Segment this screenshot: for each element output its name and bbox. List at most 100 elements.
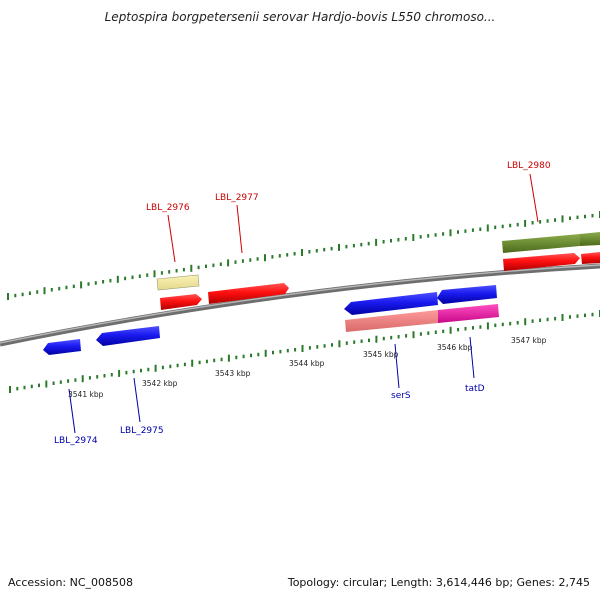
minor-tick <box>96 375 99 379</box>
minor-tick <box>382 336 385 341</box>
gene-arrow-red <box>160 294 202 310</box>
minor-tick <box>250 353 252 358</box>
gene-label: LBL_2976 <box>146 203 190 213</box>
minor-tick <box>102 280 105 284</box>
minor-tick <box>457 230 459 234</box>
genome-backbone-highlight <box>0 264 600 344</box>
gene-label: serS <box>391 391 411 401</box>
major-tick <box>153 270 156 278</box>
accession-text: Accession: NC_008508 <box>8 576 134 589</box>
minor-tick <box>554 218 556 222</box>
minor-tick <box>21 292 24 297</box>
minor-tick <box>23 385 26 390</box>
minor-tick <box>256 257 259 261</box>
gene-label: LBL_2980 <box>507 161 551 171</box>
minor-tick <box>52 381 55 385</box>
minor-tick <box>38 383 40 388</box>
minor-tick <box>235 355 238 360</box>
minor-tick <box>271 255 274 259</box>
minor-tick <box>286 253 289 257</box>
minor-tick <box>584 214 586 219</box>
major-tick <box>375 335 378 343</box>
minor-tick <box>516 222 519 227</box>
gene-arrow-blue <box>43 339 81 355</box>
gene-arrow-olive <box>502 234 580 253</box>
minor-tick <box>591 312 594 317</box>
minor-tick <box>175 269 178 273</box>
minor-tick <box>110 373 113 377</box>
minor-tick <box>368 338 370 343</box>
minor-tick <box>479 325 482 329</box>
major-tick <box>449 326 452 334</box>
minor-tick <box>569 315 571 319</box>
minor-tick <box>405 334 408 338</box>
leader-line <box>469 336 475 379</box>
minor-tick <box>74 378 77 382</box>
minor-tick <box>539 220 542 224</box>
major-tick <box>301 345 304 352</box>
major-tick <box>412 234 415 241</box>
minor-tick <box>390 239 392 243</box>
minor-tick <box>345 244 348 249</box>
minor-tick <box>242 354 245 359</box>
minor-tick <box>168 270 171 274</box>
major-tick <box>227 354 230 362</box>
minor-tick <box>584 313 586 318</box>
minor-tick <box>367 241 370 246</box>
major-tick <box>486 322 489 330</box>
scale-label: 3542 kbp <box>142 379 178 388</box>
minor-tick <box>50 288 53 292</box>
minor-tick <box>58 286 61 291</box>
major-tick <box>116 275 119 283</box>
minor-tick <box>65 285 68 290</box>
leader-line <box>529 173 539 223</box>
major-tick <box>227 259 230 267</box>
minor-tick <box>293 252 296 256</box>
minor-tick <box>36 290 39 294</box>
lower-tick-track <box>9 310 600 393</box>
minor-tick <box>161 365 164 370</box>
minor-tick <box>352 243 355 248</box>
minor-tick <box>404 237 407 241</box>
forward-gene-labels: LBL_2976 LBL_2977 LBL_2980 <box>146 161 551 263</box>
minor-tick <box>257 352 260 357</box>
minor-tick <box>124 276 127 281</box>
minor-tick <box>249 258 252 262</box>
minor-tick <box>442 232 445 236</box>
minor-tick <box>494 225 497 230</box>
minor-tick <box>125 370 128 375</box>
major-tick <box>118 369 121 377</box>
gene-arrow-blue <box>344 292 438 315</box>
major-tick <box>338 340 341 348</box>
minor-tick <box>501 322 504 327</box>
genome-backbone <box>0 263 600 347</box>
major-tick <box>524 219 527 227</box>
major-tick <box>7 293 9 300</box>
minor-tick <box>576 314 579 318</box>
gene-arrow-salmon <box>345 310 438 332</box>
minor-tick <box>30 384 33 389</box>
minor-tick <box>323 247 326 252</box>
minor-tick <box>576 215 579 220</box>
forward-genes <box>156 232 600 310</box>
minor-tick <box>205 359 208 364</box>
minor-tick <box>146 273 149 277</box>
minor-tick <box>272 350 274 355</box>
minor-tick <box>176 363 179 368</box>
minor-tick <box>213 358 216 363</box>
minor-tick <box>67 379 70 383</box>
minor-tick <box>345 341 348 345</box>
minor-tick <box>419 235 422 239</box>
major-tick <box>191 359 194 367</box>
gene-label: tatD <box>465 384 485 394</box>
scale-label: 3546 kbp <box>437 343 473 352</box>
minor-tick <box>509 223 512 228</box>
minor-tick <box>308 250 311 254</box>
gene-label: LBL_2975 <box>120 426 164 436</box>
minor-tick <box>323 344 326 348</box>
minor-tick <box>59 380 62 384</box>
minor-tick <box>419 332 422 336</box>
minor-tick <box>241 259 244 263</box>
gene-arrow-blue <box>437 285 497 304</box>
